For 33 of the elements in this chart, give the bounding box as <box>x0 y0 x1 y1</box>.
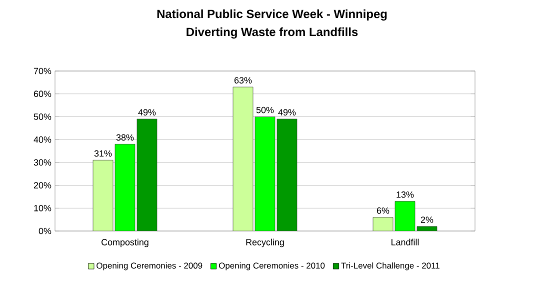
bar <box>394 201 416 231</box>
bar <box>114 144 136 231</box>
data-label: 6% <box>376 207 390 214</box>
y-tick-label: 60% <box>34 90 52 98</box>
chart-subtitle: Diverting Waste from Landfills <box>186 27 358 39</box>
data-label: 31% <box>94 150 112 157</box>
data-label: 2% <box>420 216 434 223</box>
data-label: 50% <box>256 106 274 114</box>
bar <box>136 118 158 231</box>
bar <box>232 86 254 231</box>
data-label: 49% <box>278 109 296 116</box>
y-tick-label: 70% <box>34 68 52 74</box>
data-label: 38% <box>116 134 134 141</box>
bar <box>372 217 394 231</box>
legend-label: Opening Ceremonies - 2009 <box>96 262 202 270</box>
legend-label: Opening Ceremonies - 2010 <box>219 262 325 270</box>
y-tick-label: 40% <box>34 136 52 143</box>
bar <box>92 160 114 231</box>
x-tick-label: Landfill <box>392 238 419 246</box>
y-tick-label: 0% <box>38 228 52 234</box>
x-tick-label: Composting <box>102 238 148 248</box>
chart-title: National Public Service Week - Winnipeg <box>157 9 387 21</box>
bar <box>254 116 276 231</box>
y-tick-label: 10% <box>34 204 52 212</box>
data-label: 13% <box>396 191 414 198</box>
data-label: 49% <box>138 109 156 116</box>
y-tick-label: 30% <box>34 159 52 166</box>
legend-label: Tri-Level Challenge - 2011 <box>341 262 440 270</box>
data-label: 63% <box>234 77 252 84</box>
y-tick-label: 50% <box>34 114 52 120</box>
y-tick-label: 20% <box>34 182 52 188</box>
bar <box>276 118 298 231</box>
x-tick-label: Recycling <box>246 238 284 248</box>
